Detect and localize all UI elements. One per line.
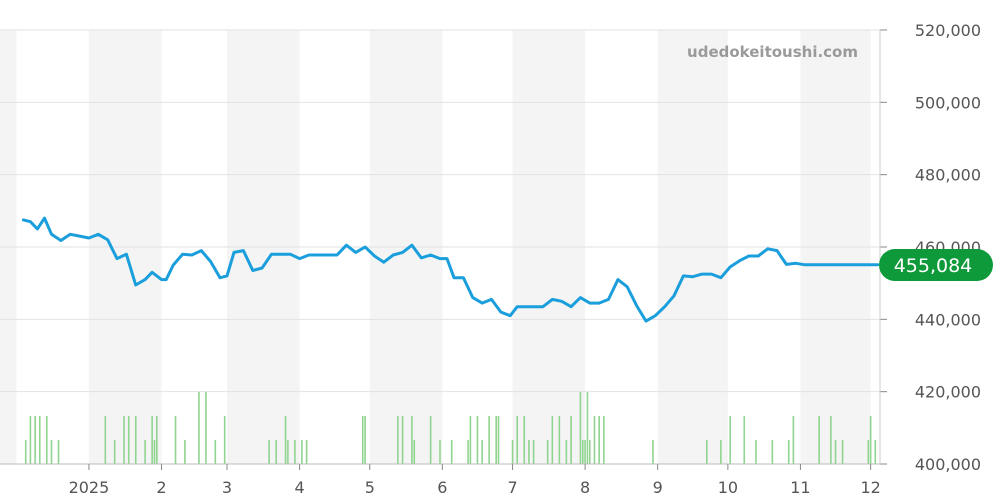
price-line	[21, 216, 880, 323]
y-tick-label: 520,000	[915, 21, 981, 40]
x-tick-label: 5	[365, 478, 375, 497]
x-tick-label: 11	[790, 478, 810, 497]
x-tick-label: 12	[860, 478, 880, 497]
y-tick-label: 400,000	[915, 455, 981, 474]
x-tick-label: 9	[653, 478, 663, 497]
watermark: udedokeitoushi.com	[687, 43, 858, 61]
x-tick-label: 3	[222, 478, 232, 497]
y-tick-label: 500,000	[915, 93, 981, 112]
x-tick-label: 8	[580, 478, 590, 497]
x-tick-label: 7	[507, 478, 517, 497]
x-tick-label: 4	[294, 478, 304, 497]
volume-bars	[24, 392, 877, 464]
y-tick-label: 480,000	[915, 166, 981, 185]
current-price-badge: 455,084	[879, 249, 993, 281]
current-price-badge-bg	[879, 249, 993, 281]
x-tick-label: 2	[156, 478, 166, 497]
x-tick-label: 10	[718, 478, 738, 497]
current-price-label: 455,084	[894, 255, 973, 277]
x-axis: 2025 2 3 4 5 6 7 8 9 10 11 12	[0, 463, 881, 497]
y-tick-label: 420,000	[915, 383, 981, 402]
x-tick-label: 2025	[69, 478, 110, 497]
x-tick-label: 6	[437, 478, 447, 497]
y-tick-label: 440,000	[915, 310, 981, 329]
y-axis: 400,000420,000440,000460,000480,000500,0…	[879, 21, 981, 474]
